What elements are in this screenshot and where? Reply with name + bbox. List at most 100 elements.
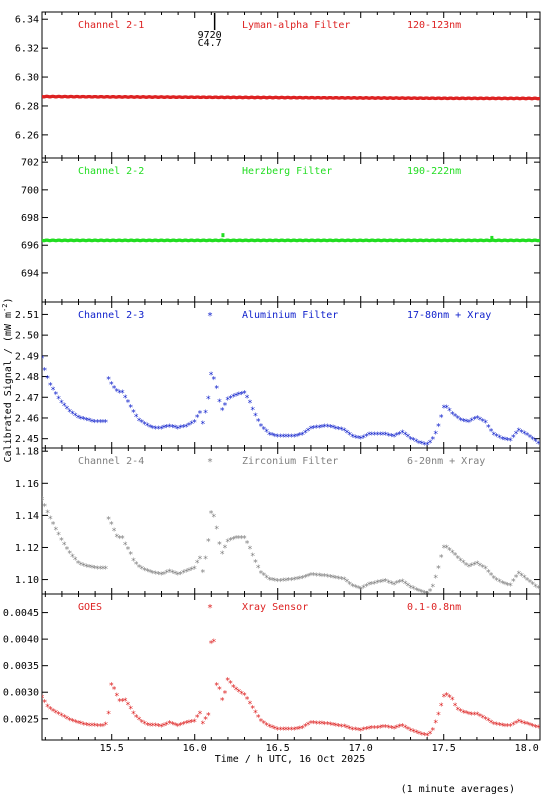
data-point: * (502, 722, 507, 732)
data-point: * (264, 721, 269, 731)
data-point: * (511, 578, 516, 588)
data-point: * (477, 562, 482, 572)
data-point: * (477, 416, 482, 426)
data-point: * (450, 549, 455, 559)
data-point: * (178, 722, 183, 732)
data-point: * (369, 725, 374, 735)
data-point: * (408, 584, 413, 594)
data-point: * (408, 727, 413, 737)
data-point: * (136, 417, 141, 427)
data-point: * (131, 710, 136, 720)
data-point: * (161, 722, 166, 732)
data-point: * (275, 578, 280, 588)
data-point: * (397, 430, 402, 440)
panel-1: 694 696 698 700 702 Channel 2-2 Herzberg Filte… (21, 157, 541, 303)
data-point: * (438, 702, 443, 712)
data-point: * (100, 565, 105, 575)
data-point: * (175, 425, 180, 435)
data-point: * (300, 431, 305, 441)
data-point: * (447, 546, 452, 556)
data-point: * (502, 580, 507, 590)
y-tick-label: 2.45 (15, 434, 39, 445)
data-point: * (206, 711, 211, 721)
data-point: * (200, 420, 205, 430)
data-point: * (305, 427, 310, 437)
y-tick-label: 1.18 (15, 447, 39, 458)
data-point: * (527, 722, 532, 732)
data-point: * (400, 429, 405, 439)
data-point: * (333, 574, 338, 584)
data-point: * (441, 544, 446, 554)
data-point: * (389, 432, 394, 442)
series-0 (42, 94, 540, 101)
y-tick-label: 2.46 (15, 413, 39, 424)
data-point: * (214, 385, 219, 395)
data-point: * (175, 571, 180, 581)
data-point: * (383, 723, 388, 733)
data-point: * (366, 581, 371, 591)
data-point: * (463, 561, 468, 571)
data-point: * (156, 571, 161, 581)
data-point: * (189, 420, 194, 430)
data-point: * (391, 725, 396, 735)
panel-label-1: Xray Sensor (242, 602, 308, 613)
data-point: * (125, 399, 130, 409)
data-point: * (145, 422, 150, 432)
data-point: * (258, 569, 263, 579)
data-point: * (203, 555, 208, 565)
data-point: * (325, 573, 330, 583)
data-point: * (45, 374, 50, 384)
panel-label-1: Herzberg Filter (242, 166, 332, 177)
panel-frame (41, 157, 541, 303)
series-1 (42, 233, 540, 243)
panel-frame (41, 11, 541, 159)
data-point: * (261, 720, 266, 730)
data-point: * (250, 406, 255, 416)
data-point: * (106, 515, 111, 525)
data-point: * (158, 425, 163, 435)
data-point: * (172, 570, 177, 580)
data-point: * (247, 399, 252, 409)
data-point: * (222, 544, 227, 554)
data-point: * (472, 711, 477, 721)
data-point: * (192, 419, 197, 429)
data-point: * (233, 686, 238, 696)
data-point: * (164, 424, 169, 434)
data-point: * (447, 407, 452, 417)
data-point: * (427, 439, 432, 449)
data-point: * (461, 417, 466, 427)
data-point: * (289, 433, 294, 443)
data-point: * (84, 563, 89, 573)
data-point: * (242, 390, 247, 400)
data-point: * (444, 544, 449, 554)
data-point (490, 235, 494, 240)
data-point: * (333, 722, 338, 732)
data-point: * (341, 576, 346, 586)
y-tick-label: 694 (21, 268, 39, 279)
data-point: * (280, 726, 285, 736)
y-tick-label: 1.10 (15, 575, 39, 586)
y-tick-label: 0.0045 (3, 608, 39, 619)
data-point: * (59, 399, 64, 409)
data-point: * (469, 417, 474, 427)
panel-label-1: Zirconium Filter (242, 456, 338, 467)
data-point: * (219, 407, 224, 417)
data-point: * (458, 557, 463, 567)
data-point: * (427, 730, 432, 740)
data-point: * (81, 416, 86, 426)
panel-4: 0.00250.00300.00350.00400.0045**********… (3, 593, 541, 741)
data-point: * (106, 710, 111, 720)
data-point: * (491, 575, 496, 585)
data-point: * (78, 720, 83, 730)
data-point: * (341, 723, 346, 733)
data-point: * (189, 566, 194, 576)
data-point: * (294, 725, 299, 735)
data-point: * (486, 717, 491, 727)
data-point: * (189, 718, 194, 728)
data-point: * (206, 537, 211, 547)
y-tick-label: 6.28 (15, 101, 39, 112)
data-point: * (458, 417, 463, 427)
data-point: * (39, 694, 44, 704)
data-point: * (92, 419, 97, 429)
data-point: * (92, 565, 97, 575)
